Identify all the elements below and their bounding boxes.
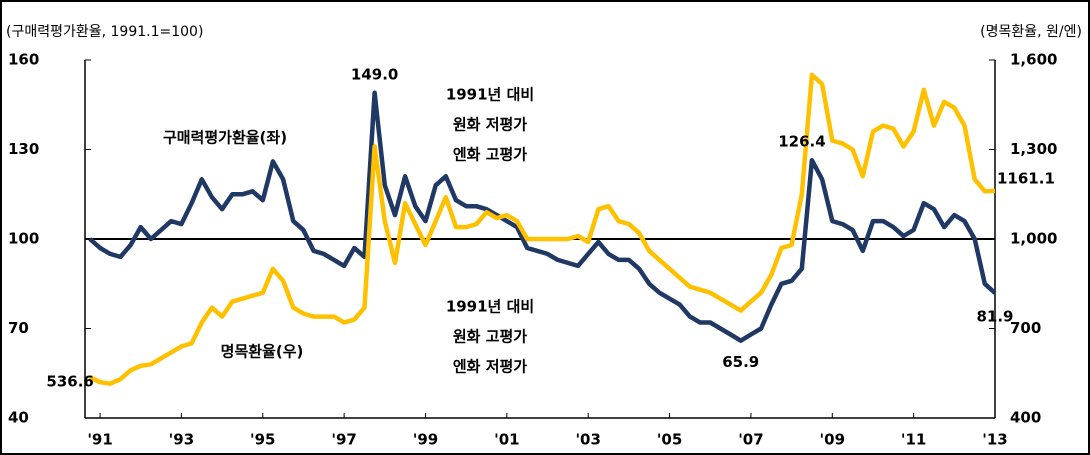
series-label: 명목환율(우) (221, 343, 304, 361)
y-tick-label: 160 (8, 51, 39, 69)
annotation: 1991년 대비 (446, 298, 534, 316)
x-tick-label: '09 (820, 431, 845, 449)
y2-tick-label: 700 (1010, 319, 1041, 337)
data-label: 65.9 (722, 353, 759, 371)
y-tick-label: 100 (8, 230, 39, 248)
series-line (88, 90, 997, 343)
annotation: 1991년 대비 (446, 86, 534, 104)
data-label: 126.4 (778, 133, 825, 151)
annotation: 엔화 고평가 (453, 146, 527, 164)
x-tick-label: '97 (331, 431, 356, 449)
y2-tick-label: 1,000 (1010, 230, 1057, 248)
x-tick-label: '03 (575, 431, 600, 449)
y2-tick-label: 1,600 (1010, 51, 1057, 69)
series-label: 구매력평가환율(좌) (163, 129, 287, 147)
left-axis-label: (구매력평가환율, 1991.1=100) (6, 24, 203, 40)
x-tick-label: '11 (901, 431, 926, 449)
data-label: 1161.1 (997, 169, 1055, 187)
data-label: 81.9 (976, 307, 1013, 325)
x-tick-label: '01 (494, 431, 519, 449)
x-tick-label: '95 (250, 431, 275, 449)
x-tick-label: '93 (169, 431, 194, 449)
y2-tick-label: 400 (1010, 409, 1041, 427)
data-label: 149.0 (351, 65, 398, 83)
x-tick-label: '99 (413, 431, 438, 449)
x-tick-label: '05 (657, 431, 682, 449)
y-tick-label: 70 (8, 319, 29, 337)
annotation: 원화 저평가 (453, 116, 527, 134)
y2-tick-label: 1,300 (1010, 140, 1057, 158)
y-tick-label: 40 (8, 409, 29, 427)
x-tick-label: '07 (738, 431, 763, 449)
y-tick-label: 130 (8, 140, 39, 158)
series-line (88, 72, 996, 386)
data-label: 536.6 (46, 373, 93, 391)
x-tick-label: '91 (87, 431, 112, 449)
annotation: 원화 고평가 (453, 328, 527, 346)
annotation: 엔화 저평가 (453, 358, 527, 376)
x-tick-label: '13 (982, 431, 1007, 449)
right-axis-label: (명목환율, 원/엔) (980, 24, 1082, 40)
